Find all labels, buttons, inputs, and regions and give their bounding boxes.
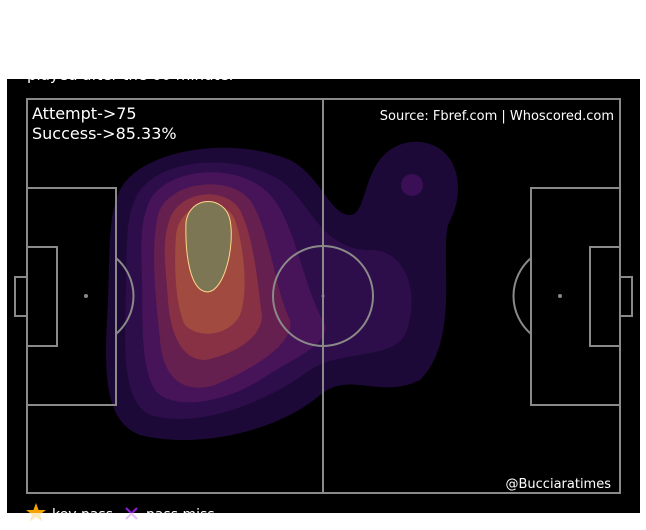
pitch bbox=[14, 98, 633, 494]
centre-circle bbox=[272, 245, 374, 347]
key-pass-marker bbox=[26, 503, 46, 522]
success-stat: Success->85.33% bbox=[32, 124, 177, 143]
density-spot bbox=[401, 174, 423, 196]
penalty-arc bbox=[512, 257, 532, 335]
credit: @Bucciaratimes bbox=[506, 477, 612, 492]
centre-spot bbox=[321, 294, 325, 298]
goal bbox=[14, 276, 28, 317]
penalty-spot bbox=[558, 294, 562, 298]
density-peak bbox=[185, 201, 232, 293]
attempt-stat: Attempt->75 bbox=[32, 104, 137, 123]
header-cover bbox=[0, 0, 646, 79]
source: Source: Fbref.com | Whoscored.com bbox=[380, 109, 614, 124]
heatmap bbox=[106, 141, 459, 441]
penalty-arc bbox=[115, 257, 135, 335]
goal bbox=[619, 276, 633, 317]
footer-fade bbox=[0, 513, 646, 530]
penalty-spot bbox=[84, 294, 88, 298]
